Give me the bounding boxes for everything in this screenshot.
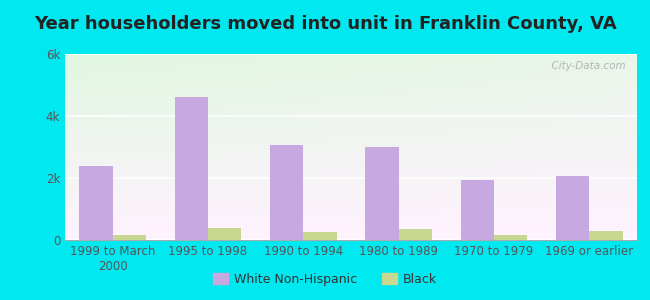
Bar [112,235,146,240]
Bar [494,235,527,240]
Text: Year householders moved into unit in Franklin County, VA: Year householders moved into unit in Fra… [34,15,616,33]
Text: City-Data.com: City-Data.com [545,61,625,71]
Bar [304,232,337,240]
Bar [461,179,494,240]
Bar [208,228,241,240]
Bar [175,98,208,240]
Bar [270,146,304,240]
Bar [79,166,112,240]
Bar [556,176,590,240]
Bar [590,231,623,240]
Bar [398,229,432,240]
Legend: White Non-Hispanic, Black: White Non-Hispanic, Black [207,268,443,291]
Bar [365,147,398,240]
